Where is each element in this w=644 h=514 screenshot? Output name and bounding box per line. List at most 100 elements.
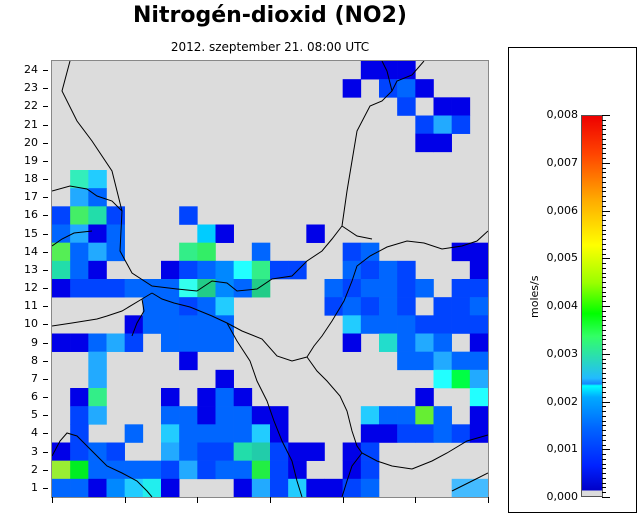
grid-cell <box>360 279 380 298</box>
grid-cell <box>179 260 198 280</box>
grid-cell <box>451 424 471 443</box>
grid-cell <box>179 442 198 461</box>
grid-cell <box>342 460 362 480</box>
grid-cell <box>360 315 380 334</box>
grid-cell <box>70 170 89 189</box>
grid-cell <box>397 260 416 280</box>
grid-cell <box>179 424 198 443</box>
legend-minor-tick <box>602 282 606 284</box>
row-tick <box>43 269 48 271</box>
country-borders <box>52 61 488 497</box>
grid-cell <box>52 242 71 262</box>
grid-cell <box>397 333 416 352</box>
grid-cell <box>415 333 434 352</box>
grid-cell <box>179 406 198 425</box>
row-label: 5 <box>31 408 38 422</box>
grid-cell <box>197 297 216 316</box>
x-tick <box>197 497 199 503</box>
grid-cell <box>288 478 307 497</box>
emission-grid <box>52 61 488 497</box>
grid-cell <box>233 388 253 407</box>
grid-cell <box>106 242 125 262</box>
legend-minor-tick <box>602 205 606 207</box>
row-label: 24 <box>24 63 38 77</box>
grid-cell <box>360 460 380 480</box>
grid-cell <box>88 260 107 280</box>
row-tick <box>43 179 48 181</box>
row-tick <box>43 106 48 108</box>
grid-cell <box>88 460 107 480</box>
grid-cell <box>397 79 416 98</box>
chart-title: Nitrogén-dioxid (NO2) <box>133 3 407 28</box>
row-label: 23 <box>24 81 38 95</box>
row-tick <box>43 306 48 308</box>
legend-minor-tick <box>602 368 606 370</box>
grid-cell <box>397 297 416 316</box>
grid-cell <box>106 206 125 225</box>
grid-cell <box>215 388 234 407</box>
legend-minor-tick <box>602 267 606 269</box>
legend-minor-tick <box>602 492 606 494</box>
grid-cell <box>70 478 89 497</box>
grid-cell <box>179 279 198 298</box>
legend-value-label: 0,006 <box>546 203 579 217</box>
grid-cell <box>469 406 488 425</box>
row-tick <box>43 197 48 199</box>
grid-cell <box>342 478 362 497</box>
grid-cell <box>379 260 398 280</box>
legend-value-label: 0,008 <box>546 108 579 121</box>
grid-cell <box>270 260 289 280</box>
row-label: 9 <box>31 335 38 349</box>
row-label: 17 <box>24 190 38 204</box>
legend-minor-tick <box>602 482 606 484</box>
grid-cell <box>215 442 234 461</box>
row-tick <box>43 288 48 290</box>
grid-cell <box>106 478 125 497</box>
legend-value-label: 0,001 <box>546 442 579 456</box>
grid-cell <box>415 79 434 98</box>
x-tick <box>124 497 126 503</box>
grid-cell <box>251 260 271 280</box>
legend-minor-tick <box>602 138 606 140</box>
grid-cell <box>233 260 253 280</box>
legend-minor-tick <box>602 415 606 417</box>
grid-cell <box>397 351 416 371</box>
legend-minor-tick <box>602 296 606 298</box>
legend-minor-tick <box>602 454 606 455</box>
grid-cell <box>70 188 89 207</box>
grid-cell <box>469 478 488 497</box>
grid-cell <box>88 442 107 461</box>
grid-cell <box>70 388 89 407</box>
grid-cell <box>215 297 234 316</box>
legend-minor-tick <box>602 334 606 336</box>
grid-cell <box>142 315 162 334</box>
legend-minor-tick <box>602 329 606 331</box>
legend-minor-tick <box>602 124 606 126</box>
grid-cell <box>70 460 89 480</box>
legend-minor-tick <box>602 243 606 245</box>
grid-cell <box>88 351 107 371</box>
x-tick <box>415 497 417 503</box>
grid-cell <box>88 279 107 298</box>
grid-cell <box>433 369 452 389</box>
border-line <box>196 225 343 292</box>
legend-minor-tick <box>602 210 610 212</box>
grid-cell <box>197 388 216 407</box>
legend-minor-tick <box>602 449 610 451</box>
grid-cell <box>197 279 216 298</box>
grid-cell <box>415 315 434 334</box>
grid-cell <box>197 224 216 243</box>
legend-minor-tick <box>602 220 606 221</box>
grid-cell <box>415 388 434 407</box>
row-tick <box>43 88 48 90</box>
grid-cell <box>70 242 89 262</box>
grid-cell <box>215 460 234 480</box>
grid-cell <box>142 297 162 316</box>
grid-cell <box>469 260 488 280</box>
grid-cell <box>233 460 253 480</box>
grid-cell <box>360 424 380 443</box>
border-line <box>306 356 413 470</box>
map-panel[interactable] <box>51 60 489 498</box>
row-labels: 24 23 22 21 20 19 18 17 16 15 14 13 12 11 10 9 8 7 6 5 4 3 2 1 <box>0 61 48 497</box>
grid-cell <box>215 260 234 280</box>
